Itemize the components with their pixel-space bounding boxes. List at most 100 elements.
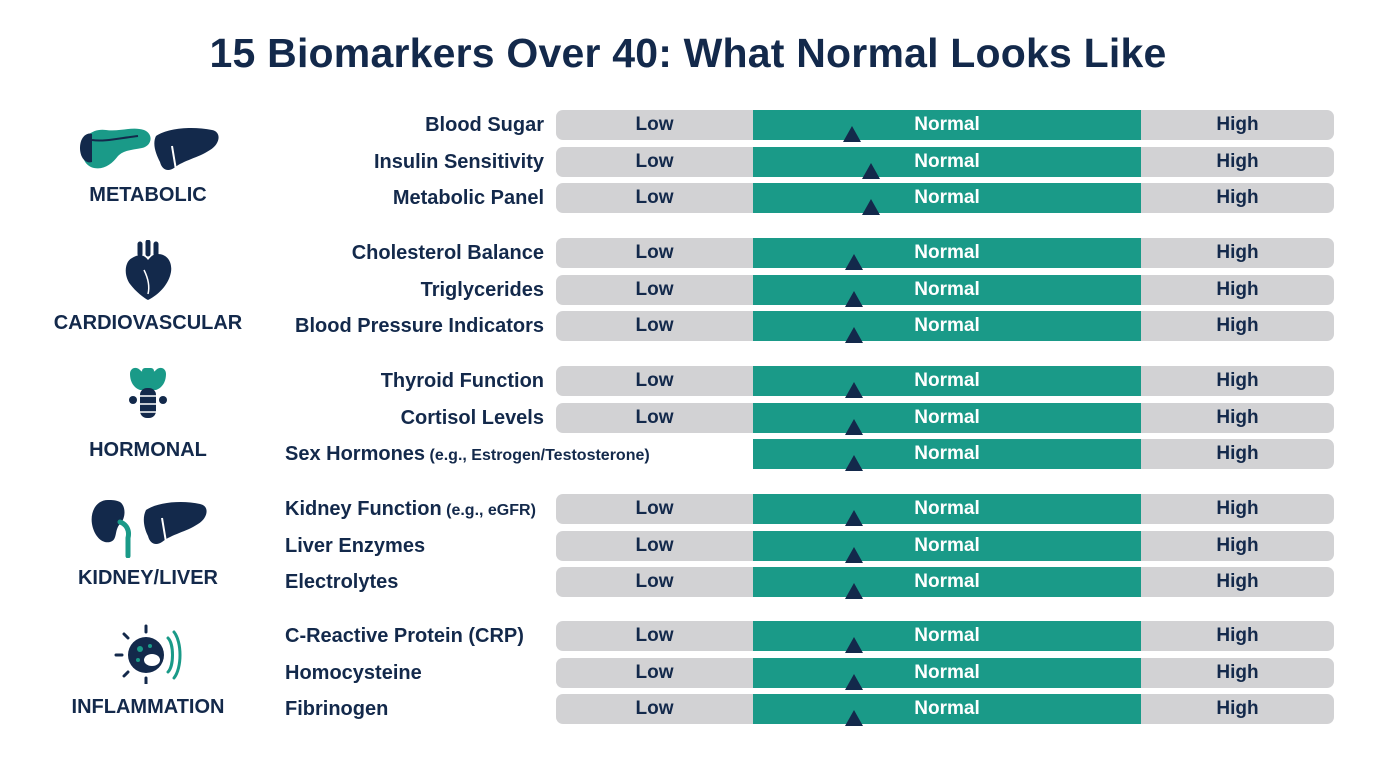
value-marker [844, 291, 863, 307]
range-bar: Low Normal High [556, 183, 1334, 213]
biomarker-row-metabolic-panel: Metabolic Panel Low Normal High [0, 183, 1376, 215]
biomarker-name: Homocysteine [285, 662, 422, 684]
biomarker-name: Cholesterol Balance [351, 242, 544, 264]
value-marker [844, 327, 863, 343]
biomarker-name: Triglycerides [420, 279, 544, 301]
biomarker-label: C-Reactive Protein (CRP) [285, 623, 524, 649]
zone-low: Low [635, 571, 674, 592]
biomarker-label: Insulin Sensitivity [374, 149, 544, 175]
biomarker-label: Homocysteine [285, 660, 422, 686]
biomarker-row-thyroid-function: Thyroid Function Low Normal High [0, 366, 1376, 398]
category-label-cardiovascular: CARDIOVASCULAR [53, 312, 243, 334]
zone-normal: Normal [753, 403, 1141, 433]
biomarker-note: (e.g., eGFR) [441, 502, 536, 519]
range-bar: Low Normal High [556, 110, 1334, 140]
zone-low: Low [635, 279, 674, 300]
biomarker-row-sex-hormones: Sex Hormones (e.g., Estrogen/Testosteron… [0, 439, 1376, 471]
zone-normal: Normal [753, 110, 1141, 140]
value-marker [844, 382, 863, 398]
zone-low: Low [635, 625, 674, 646]
zone-low: Low [635, 151, 674, 172]
zone-low: Low [635, 242, 674, 263]
biomarker-label: Triglycerides [421, 277, 544, 303]
biomarker-name: Cortisol Levels [400, 407, 544, 429]
biomarker-name: Blood Pressure Indicators [295, 315, 544, 337]
zone-normal: Normal [753, 275, 1141, 305]
zone-high: High [1216, 279, 1259, 300]
pancreas-liver-icon [80, 128, 219, 171]
zone-low: Low [635, 407, 674, 428]
zone-normal: Normal [753, 567, 1141, 597]
zone-normal: Normal [753, 621, 1141, 651]
value-marker [842, 126, 861, 142]
value-marker [844, 455, 863, 471]
biomarker-row-electrolytes: Electrolytes Low Normal High [0, 567, 1376, 599]
value-marker [844, 637, 863, 653]
biomarker-row-triglycerides: Triglycerides Low Normal High [0, 275, 1376, 307]
zone-high: High [1216, 114, 1259, 135]
thyroid-icon [129, 367, 167, 418]
biomarker-row-liver-enzymes: Liver Enzymes Low Normal High [0, 531, 1376, 563]
value-marker [862, 163, 881, 179]
biomarker-name: Electrolytes [285, 571, 399, 593]
biomarker-name: Blood Sugar [425, 114, 544, 136]
biomarker-label: Blood Sugar [425, 112, 544, 138]
range-bar: Low Normal High [556, 275, 1334, 305]
biomarker-row-cortisol-levels: Cortisol Levels Low Normal High [0, 403, 1376, 435]
zone-normal: Normal [753, 238, 1141, 268]
zone-low: Low [635, 187, 674, 208]
biomarker-label: Liver Enzymes [285, 533, 425, 559]
biomarker-name: Fibrinogen [285, 698, 389, 720]
page-title: 15 Biomarkers Over 40: What Normal Looks… [209, 30, 1167, 76]
biomarker-name: Liver Enzymes [285, 535, 426, 557]
biomarker-row-homocysteine: Homocysteine Low Normal High [0, 658, 1376, 690]
zone-normal: Normal [753, 183, 1141, 213]
biomarker-label: Electrolytes [285, 569, 398, 595]
biomarker-label: Cortisol Levels [401, 405, 544, 431]
zone-high: High [1216, 625, 1259, 646]
inflammation-cell-icon [114, 624, 182, 684]
zone-normal: Normal [753, 366, 1141, 396]
zone-high: High [1216, 151, 1259, 172]
category-label-inflammation: INFLAMMATION [71, 696, 225, 718]
value-marker [844, 547, 863, 563]
value-marker [844, 674, 863, 690]
value-marker [844, 710, 863, 726]
zone-low: Low [635, 498, 674, 519]
biomarker-row-kidney-function: Kidney Function (e.g., eGFR) Low Normal Hig… [0, 494, 1376, 526]
zone-low: Low [635, 114, 674, 135]
zone-high: High [1216, 187, 1259, 208]
zone-low: Low [635, 370, 674, 391]
biomarker-label: Kidney Function (e.g., eGFR) [285, 496, 536, 524]
zone-high: High [1216, 535, 1259, 556]
biomarker-name: Insulin Sensitivity [373, 151, 544, 173]
biomarker-label: Thyroid Function [381, 368, 544, 394]
range-bar: Low Normal High [556, 366, 1334, 396]
zone-high: High [1216, 370, 1259, 391]
biomarker-label: Sex Hormones (e.g., Estrogen/Testosteron… [285, 441, 650, 469]
biomarker-label: Blood Pressure Indicators [295, 313, 544, 339]
biomarker-label: Metabolic Panel [393, 185, 544, 211]
biomarker-name: Thyroid Function [380, 370, 544, 392]
category-label-hormonal: HORMONAL [89, 439, 207, 461]
zone-low: Low [635, 315, 674, 336]
biomarker-label: Fibrinogen [285, 696, 388, 722]
biomarker-name: Sex Hormones [285, 443, 426, 465]
category-label-metabolic: METABOLIC [89, 184, 207, 206]
heart-icon [125, 240, 172, 300]
zone-high: High [1216, 498, 1259, 519]
biomarker-row-cholesterol-balance: Cholesterol Balance Low Normal High [0, 238, 1376, 270]
range-bar: Low Normal High [556, 494, 1334, 524]
kidney-liver-icon [91, 500, 207, 558]
biomarker-name: C-Reactive Protein (CRP) [285, 625, 524, 647]
biomarker-row-blood-pressure-indicators: Blood Pressure Indicators Low Normal High [0, 311, 1376, 343]
zone-normal: Normal [753, 494, 1141, 524]
